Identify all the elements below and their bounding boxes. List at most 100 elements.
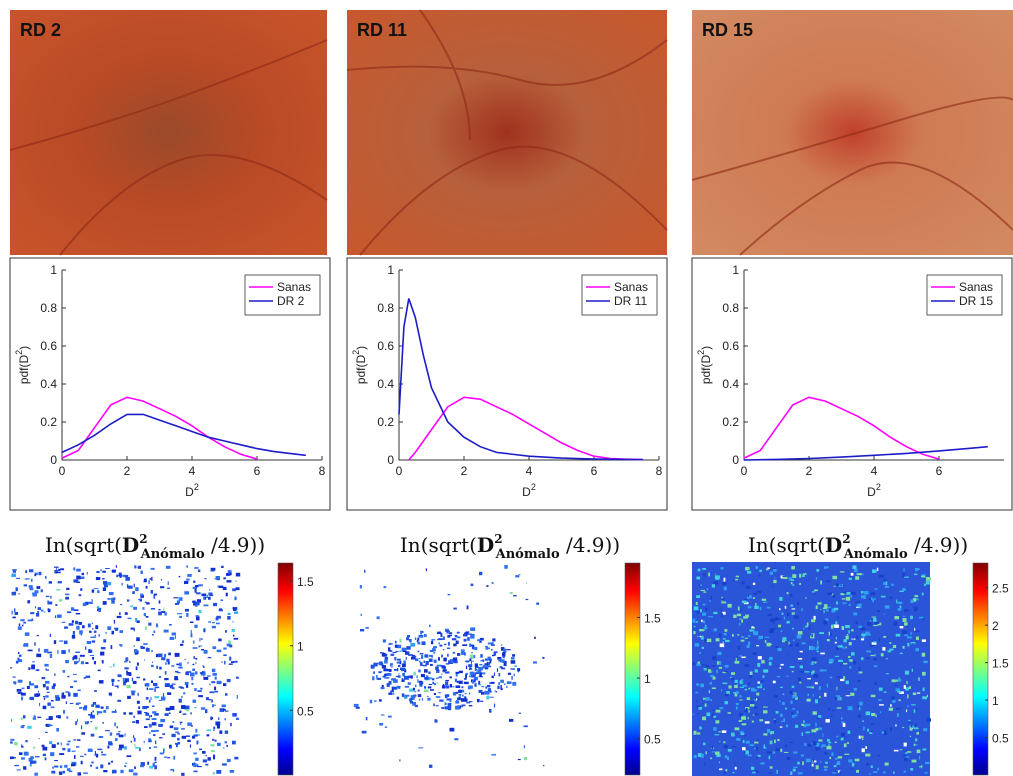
speckle bbox=[474, 663, 478, 668]
speckle bbox=[381, 652, 386, 657]
speckle bbox=[103, 581, 108, 585]
speckle bbox=[518, 712, 521, 714]
speckle bbox=[421, 698, 423, 701]
speckle bbox=[174, 676, 178, 680]
speckle bbox=[146, 687, 149, 691]
speckle bbox=[893, 621, 898, 626]
speckle bbox=[78, 594, 82, 597]
speckle bbox=[816, 650, 820, 653]
speckle bbox=[194, 601, 200, 606]
legend-label: DR 11 bbox=[614, 294, 647, 308]
speckle bbox=[911, 643, 915, 645]
speckle bbox=[753, 631, 759, 636]
speckle bbox=[906, 751, 912, 753]
speckle bbox=[841, 732, 846, 737]
speckle bbox=[796, 710, 799, 714]
speckle bbox=[148, 723, 152, 728]
speckle bbox=[212, 646, 217, 650]
speckle bbox=[735, 658, 737, 661]
speckle bbox=[454, 634, 458, 638]
speckle bbox=[408, 675, 411, 679]
y-tick-label: 0.6 bbox=[377, 339, 394, 353]
speckle bbox=[743, 735, 747, 737]
speckle bbox=[479, 571, 483, 576]
speckle bbox=[456, 699, 458, 703]
speckle bbox=[800, 754, 804, 757]
speckle bbox=[410, 697, 413, 701]
speckle bbox=[486, 585, 489, 587]
speckle bbox=[867, 728, 870, 732]
speckle bbox=[899, 691, 904, 694]
speckle bbox=[442, 649, 445, 651]
speckle bbox=[92, 628, 94, 630]
speckle bbox=[77, 689, 81, 691]
speckle bbox=[222, 586, 227, 591]
speckle bbox=[698, 635, 700, 638]
speckle bbox=[915, 606, 918, 610]
speckle bbox=[159, 666, 162, 670]
speckle bbox=[402, 650, 407, 653]
speckle bbox=[22, 715, 26, 719]
speckle bbox=[517, 670, 519, 673]
speckle bbox=[373, 671, 375, 674]
speckle bbox=[874, 653, 877, 657]
speckle bbox=[869, 634, 871, 636]
title-sub: Anómalo bbox=[843, 547, 908, 562]
speckle bbox=[536, 602, 540, 605]
speckle bbox=[234, 660, 238, 663]
speckle bbox=[821, 744, 826, 747]
speckle bbox=[133, 772, 138, 776]
speckle bbox=[53, 566, 59, 568]
speckle bbox=[394, 640, 397, 644]
speckle bbox=[117, 699, 122, 702]
speckle bbox=[743, 751, 747, 754]
speckle bbox=[734, 679, 738, 683]
speckle bbox=[880, 711, 882, 714]
speckle bbox=[758, 574, 761, 577]
speckle bbox=[727, 712, 731, 714]
speckle bbox=[187, 574, 192, 577]
speckle bbox=[11, 718, 13, 723]
speckle bbox=[444, 643, 447, 646]
speckle bbox=[401, 693, 405, 697]
speckle bbox=[35, 756, 40, 758]
speckle bbox=[711, 713, 715, 718]
speckle bbox=[493, 703, 496, 708]
speckle bbox=[504, 683, 506, 685]
speckle bbox=[860, 638, 865, 641]
speckle bbox=[77, 772, 82, 776]
speckle bbox=[816, 742, 820, 747]
speckle bbox=[797, 677, 801, 681]
speckle bbox=[404, 675, 409, 680]
speckle bbox=[124, 667, 129, 670]
speckle bbox=[132, 721, 136, 723]
speckle bbox=[135, 587, 139, 592]
speckle bbox=[131, 677, 134, 682]
x-label-base: D bbox=[185, 485, 194, 499]
speckle bbox=[812, 759, 815, 762]
speckle bbox=[212, 772, 215, 775]
speckle bbox=[130, 690, 136, 693]
speckle bbox=[133, 606, 137, 610]
speckle bbox=[71, 750, 76, 752]
title-base: D bbox=[122, 533, 139, 557]
speckle bbox=[773, 568, 776, 570]
speckle bbox=[435, 677, 439, 679]
speckle bbox=[853, 612, 858, 616]
speckle bbox=[16, 769, 21, 771]
speckle bbox=[60, 568, 65, 571]
speckle bbox=[445, 679, 449, 682]
speckle bbox=[749, 744, 755, 747]
speckle bbox=[220, 599, 224, 601]
speckle bbox=[847, 730, 851, 734]
speckle bbox=[384, 659, 388, 664]
speckle bbox=[181, 640, 185, 644]
speckle bbox=[431, 639, 433, 643]
speckle bbox=[12, 676, 16, 678]
speckle bbox=[896, 707, 901, 710]
y-tick-label: 1 bbox=[50, 263, 57, 277]
speckle bbox=[144, 626, 147, 630]
speckle bbox=[436, 671, 439, 673]
speckle bbox=[396, 661, 400, 664]
speckle bbox=[748, 634, 751, 637]
